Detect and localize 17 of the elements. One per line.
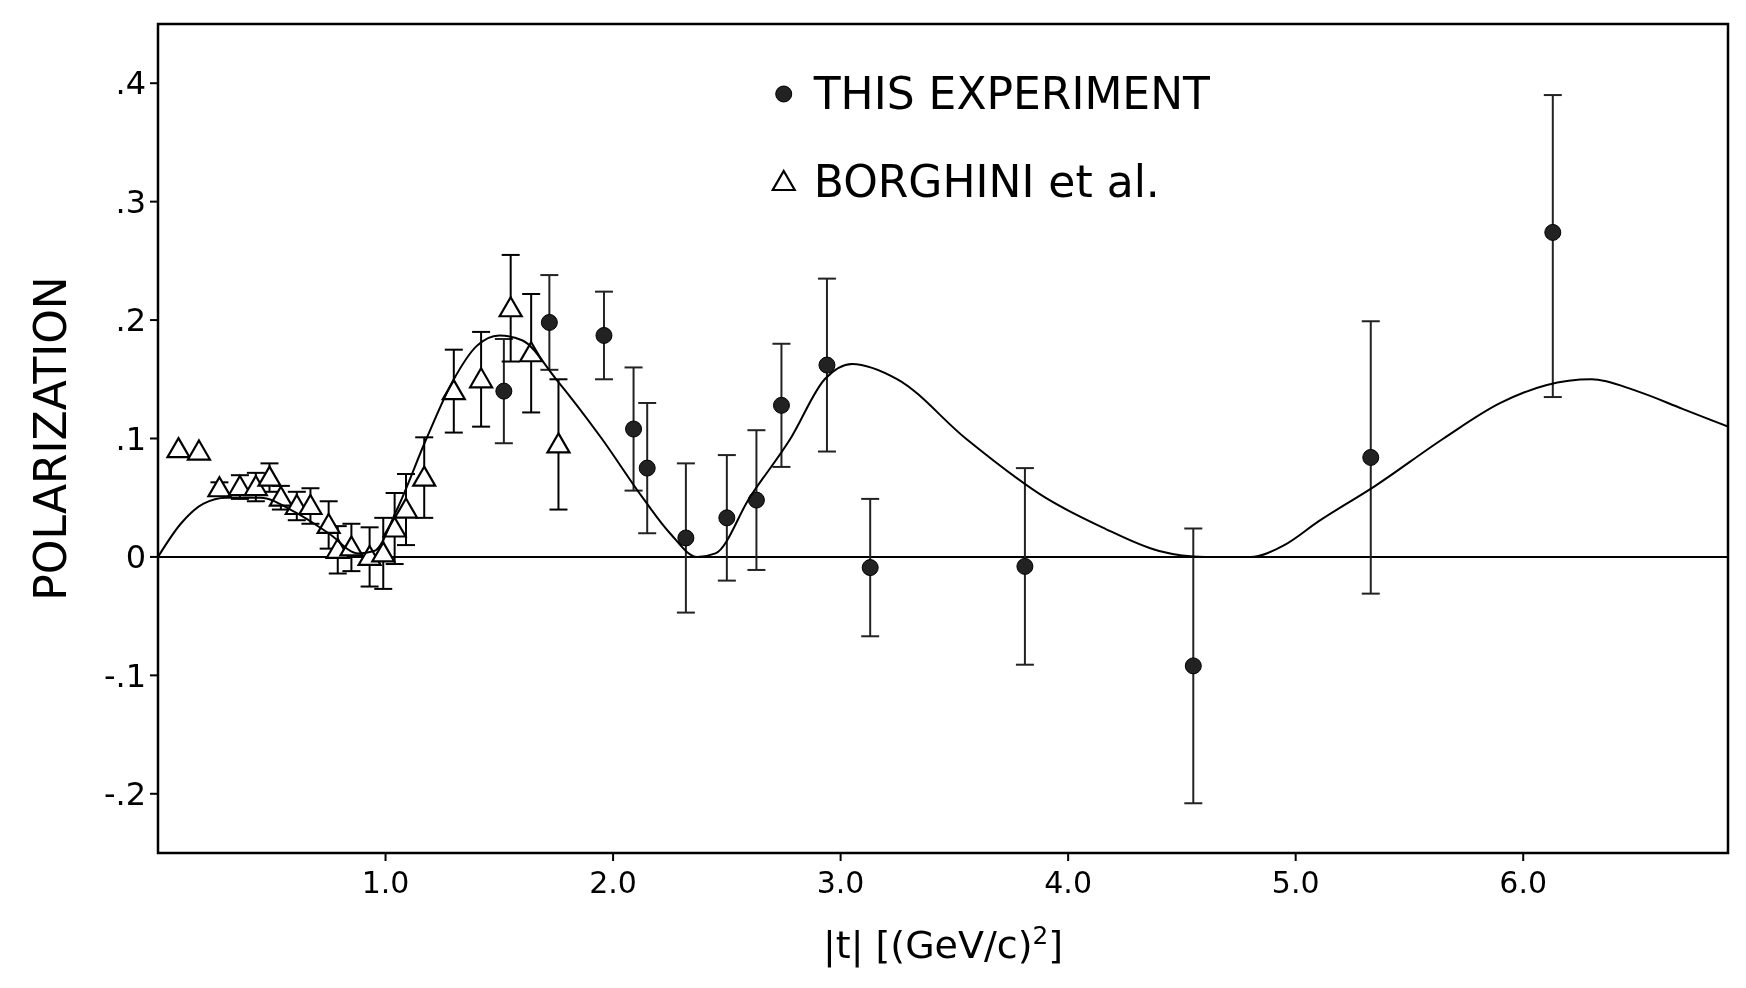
x-axis-title: |t| [(GeV/c)$^{2}$] [822,920,1064,968]
y-tick-label: .4 [115,64,146,103]
x-tick-label: 3.0 [816,865,865,900]
x-tick-label: 6.0 [1499,865,1548,900]
y-tick-label: .1 [115,419,146,458]
y-tick-label: -.2 [103,774,146,813]
x-tick-label: 2.0 [589,865,637,900]
legend-label: BORGHINI et al. [813,156,1160,208]
legend-label: THIS EXPERIMENT [812,68,1211,120]
x-tick-label: 5.0 [1271,865,1320,900]
y-tick-label: -.1 [103,656,146,695]
y-axis-title: POLARIZATION [25,276,76,601]
y-tick-label: .3 [115,182,146,221]
y-tick-label: 0 [125,538,146,577]
x-tick-label: 1.0 [361,865,410,900]
y-tick-label: .2 [115,301,146,340]
x-tick-label: 4.0 [1044,865,1092,900]
